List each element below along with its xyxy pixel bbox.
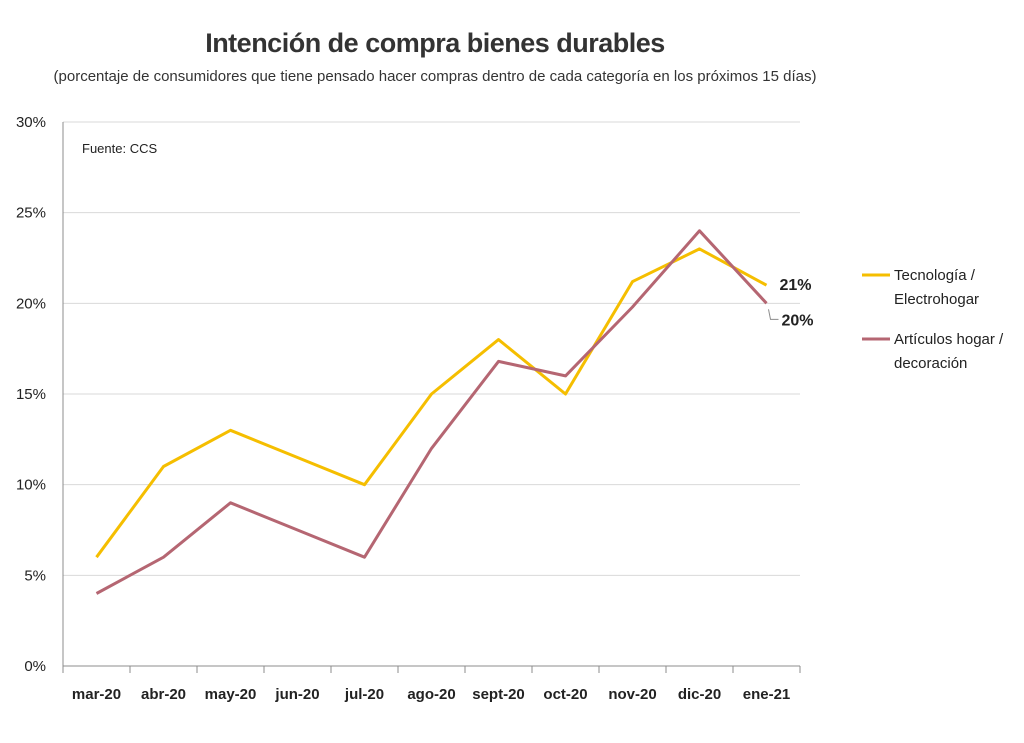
y-tick-label: 20% [16,295,46,312]
x-tick-label: oct-20 [543,686,587,703]
x-tick-label: ago-20 [407,686,455,703]
x-tick-label: sept-20 [472,686,525,703]
axes [62,122,801,673]
x-tick-label: dic-20 [678,686,721,703]
y-tick-label: 5% [24,567,46,584]
series-line-0 [95,247,768,559]
x-tick-label: jul-20 [344,686,384,703]
grid-lines [63,121,800,576]
end-label-leader [768,309,779,320]
x-tick-label: jun-20 [274,686,319,703]
source-note: Fuente: CCS [82,141,157,156]
series-line-1 [95,229,768,595]
end-labels: 21% 20% [768,277,814,329]
legend: Tecnología / Electrohogar Artículos hogar … [862,267,1004,372]
end-label-0: 21% [780,277,812,294]
legend-label-1: Artículos hogar / [894,331,1004,348]
legend-label-1: decoración [894,355,967,372]
y-tick-label: 0% [24,658,46,675]
legend-label-0: Electrohogar [894,291,979,308]
chart-subtitle: (porcentaje de consumidores que tiene pe… [53,68,817,85]
y-tick-label: 15% [16,386,46,403]
x-tick-label: ene-21 [743,686,791,703]
series-lines [95,229,768,595]
end-label-1: 20% [782,312,814,329]
x-tick-labels: mar-20 abr-20 may-20 jun-20 jul-20 ago-20 sept… [72,686,790,703]
x-tick-label: may-20 [205,686,257,703]
y-tick-label: 30% [16,114,46,131]
chart-title: Intención de compra bienes durables [205,28,665,58]
x-tick-label: nov-20 [608,686,656,703]
y-tick-label: 10% [16,477,46,494]
legend-label-0: Tecnología / [894,267,976,284]
x-tick-label: mar-20 [72,686,121,703]
y-tick-label: 25% [16,205,46,222]
y-tick-labels: 0% 5% 10% 15% 20% 25% 30% [16,114,46,675]
x-tick-label: abr-20 [141,686,186,703]
